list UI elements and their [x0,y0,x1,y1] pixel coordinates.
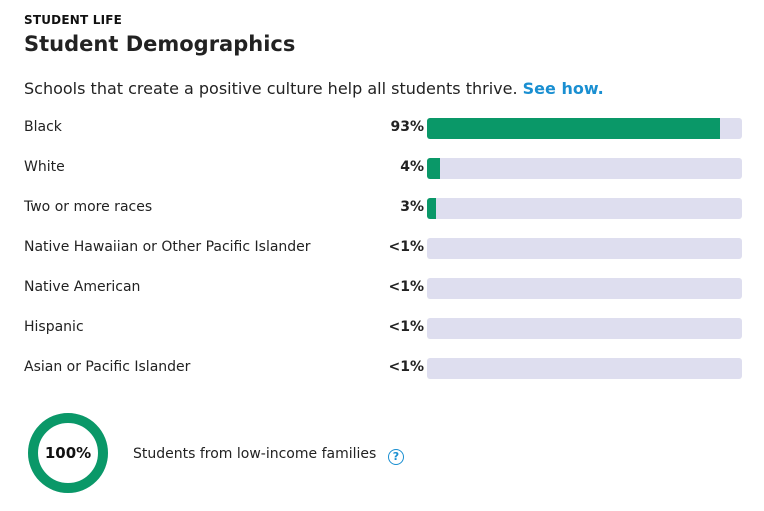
demographic-percent: 93% [390,119,424,135]
question-mark-icon[interactable]: ? [388,449,404,465]
demographic-bar-track [427,118,742,139]
demographic-bar-fill [427,118,720,139]
demographic-label: White [24,159,65,175]
section-eyebrow: STUDENT LIFE [24,13,123,27]
demographic-percent: 4% [400,159,424,175]
demographic-bar-track [427,158,742,179]
demographic-label: Black [24,119,62,135]
demographic-label: Asian or Pacific Islander [24,359,191,375]
page-title: Student Demographics [24,32,296,56]
low-income-donut [28,413,108,493]
intro-text: Schools that create a positive culture h… [24,79,604,98]
demographic-bar-track [427,358,742,379]
demographic-percent: <1% [388,239,425,255]
demographic-bar-fill [427,158,440,179]
demographic-bar-track [427,278,742,299]
demographic-percent: <1% [388,279,425,295]
demographic-row: Native Hawaiian or Other Pacific Islande… [24,238,744,260]
demographic-row: White 4% [24,158,744,180]
low-income-percent: 100% [44,444,92,462]
demographic-row: Native American <1% [24,278,744,300]
demographic-bar-track [427,238,742,259]
demographic-row: Hispanic <1% [24,318,744,340]
demographic-percent: 3% [400,199,424,215]
demographic-percent: <1% [388,319,425,335]
demographic-label: Native Hawaiian or Other Pacific Islande… [24,239,311,255]
see-how-link[interactable]: See how. [522,79,604,98]
demographic-bar-track [427,198,742,219]
demographic-bar-track [427,318,742,339]
demographic-label: Hispanic [24,319,84,335]
demographic-label: Two or more races [24,199,153,215]
demographic-row: Two or more races 3% [24,198,744,220]
demographic-row: Black 93% [24,118,744,140]
demographic-bar-fill [427,198,437,219]
demographic-row: Asian or Pacific Islander <1% [24,358,744,380]
demographic-percent: <1% [388,359,425,375]
intro-sentence: Schools that create a positive culture h… [24,79,518,98]
low-income-label: Students from low-income families [133,446,377,462]
demographic-label: Native American [24,279,141,295]
donut-arc [28,413,108,493]
